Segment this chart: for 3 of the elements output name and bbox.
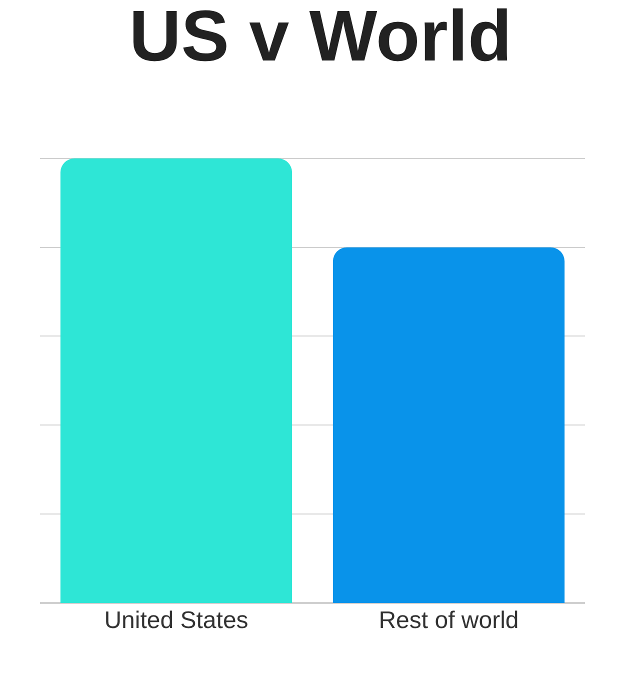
x-tick-label: United States xyxy=(104,607,248,634)
chart-title: US v World xyxy=(129,0,512,77)
x-tick-label: Rest of world xyxy=(378,607,519,634)
